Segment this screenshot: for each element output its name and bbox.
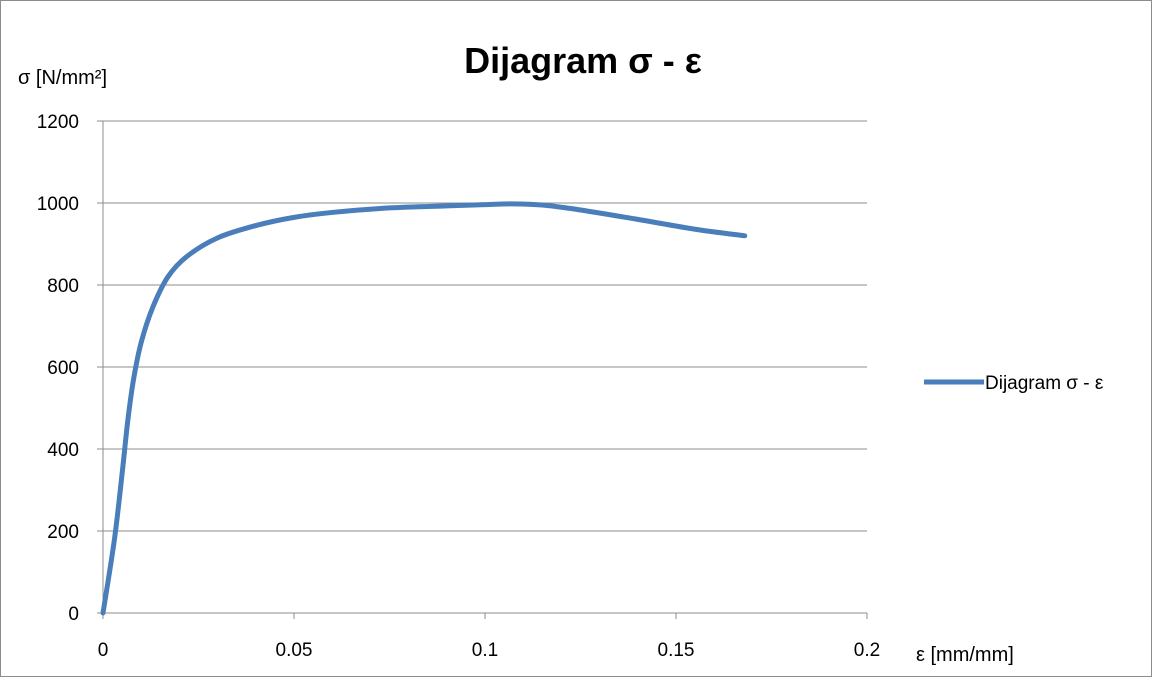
y-tick-label: 1000 [37, 194, 79, 215]
y-tick-label: 200 [47, 522, 79, 543]
tick-labels: 0 200 400 600 800 1000 1200 0 0.05 0.1 0.15 0.2 [37, 112, 880, 661]
series-lines [100, 201, 748, 616]
y-tick-label: 600 [47, 358, 79, 379]
x-axis-title: ε [mm/mm] [916, 644, 1014, 666]
chart-title: Dijagram σ - ε [464, 40, 702, 81]
legend-label: Dijagram σ - ε [985, 373, 1104, 394]
y-tick-label: 800 [47, 276, 79, 297]
y-axis-title: σ [N/mm²] [18, 67, 107, 89]
y-tick-label: 0 [68, 604, 79, 625]
y-tick-label: 1200 [37, 112, 79, 133]
x-tick-label: 0.05 [276, 640, 313, 661]
gridlines [97, 120, 867, 532]
y-tick-label: 400 [47, 440, 79, 461]
axes [97, 121, 868, 619]
series-line-0 [100, 201, 748, 616]
x-tick-label: 0.15 [658, 640, 695, 661]
x-tick-label: 0.1 [472, 640, 498, 661]
x-tick-label: 0 [98, 640, 109, 661]
x-tick-label: 0.2 [854, 640, 880, 661]
legend: Dijagram σ - ε [924, 373, 1104, 394]
